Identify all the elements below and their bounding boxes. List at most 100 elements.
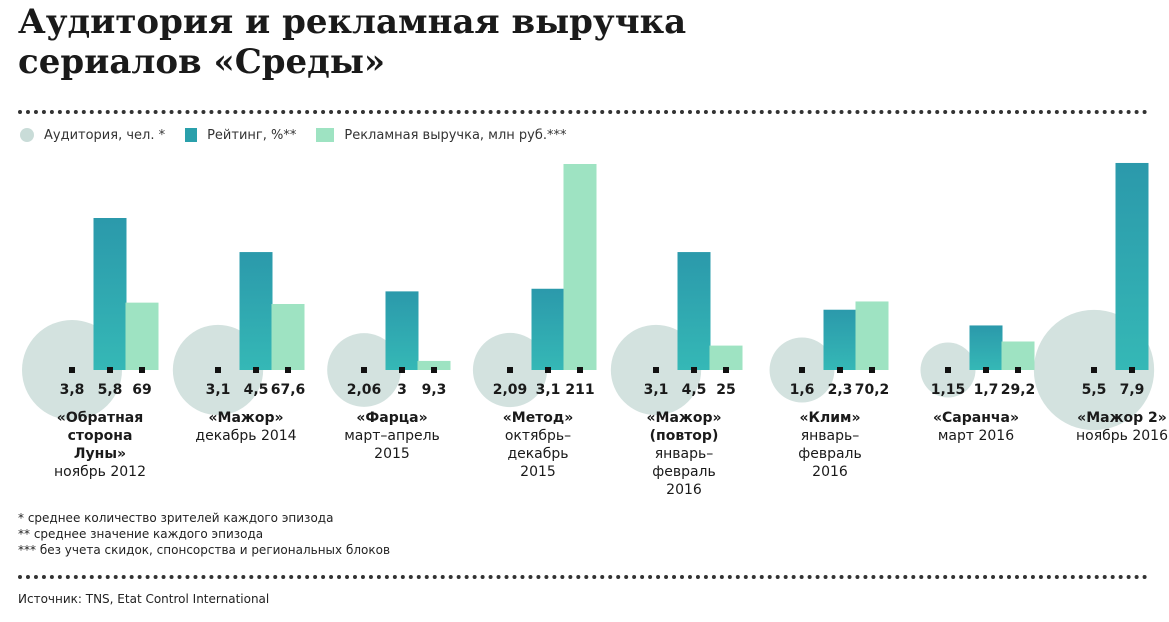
rating-bar (969, 325, 1003, 370)
legend-label-audience: Аудитория, чел. * (44, 127, 166, 143)
category-period: ноябрь 2012 (54, 464, 146, 480)
audience-swatch (20, 128, 34, 142)
value-marker (215, 367, 221, 373)
audience-value-label: 1,15 (931, 382, 966, 398)
rating-bar (239, 252, 273, 370)
revenue-value-label: 70,2 (855, 382, 890, 398)
revenue-swatch (316, 128, 335, 142)
value-marker (837, 367, 843, 373)
revenue-value-label: 29,2 (1001, 382, 1036, 398)
value-marker (723, 367, 729, 373)
chart-title-line-2: сериалов «Среды» (18, 42, 386, 82)
value-marker (399, 367, 405, 373)
rating-bar (1115, 162, 1149, 370)
category-name: «Клим» (799, 410, 860, 426)
value-marker (983, 367, 989, 373)
rating-bar (385, 291, 419, 370)
category-name: «Мажор» (646, 410, 721, 426)
rating-value-label: 5,8 (98, 382, 123, 398)
value-marker (507, 367, 513, 373)
value-marker (361, 367, 367, 373)
revenue-value-label: 25 (716, 382, 735, 398)
value-marker (285, 367, 291, 373)
value-marker (799, 367, 805, 373)
chart-title-line-1: Аудитория и рекламная выручка (18, 2, 687, 42)
revenue-bar (709, 345, 743, 370)
rating-swatch (185, 128, 198, 142)
revenue-bar (417, 360, 451, 370)
rating-value-label: 3 (397, 382, 407, 398)
rating-bar (823, 309, 857, 370)
category-period: ноябрь 2016 (1076, 428, 1168, 444)
value-marker (431, 367, 437, 373)
audience-value-label: 2,09 (493, 382, 528, 398)
chart-title: Аудитория и рекламная выручка сериалов «… (18, 2, 918, 82)
value-marker (69, 367, 75, 373)
rating-value-label: 4,5 (244, 382, 269, 398)
chart-plot-area: 3,8 5,8 69 «Обратная сторона Луны» ноябрь 2012… (22, 162, 1168, 498)
value-marker (545, 367, 551, 373)
audience-value-label: 1,6 (790, 382, 815, 398)
value-marker (107, 367, 113, 373)
rating-value-label: 3,1 (536, 382, 561, 398)
value-marker (869, 367, 875, 373)
revenue-value-label: 211 (565, 382, 594, 398)
audience-value-label: 3,8 (60, 382, 85, 398)
audience-value-label: 3,1 (644, 382, 669, 398)
category-period: март–апрель (344, 428, 440, 444)
legend-item-revenue: Рекламная выручка, млн руб.*** (316, 127, 567, 143)
category-name: Луны» (74, 446, 126, 462)
category-name: «Метод» (503, 410, 574, 426)
rating-bar (531, 288, 565, 370)
revenue-bar (855, 301, 889, 370)
category-period: 2015 (520, 464, 556, 480)
category-name: сторона (68, 428, 133, 444)
category-period: февраль (652, 464, 716, 480)
revenue-bar (563, 164, 597, 370)
value-marker (253, 367, 259, 373)
category-period: 2015 (374, 446, 410, 462)
category-name: «Мажор» (208, 410, 283, 426)
value-marker (945, 367, 951, 373)
legend-label-rating: Рейтинг, %** (207, 127, 297, 143)
value-marker (653, 367, 659, 373)
legend-item-rating: Рейтинг, %** (185, 128, 296, 143)
revenue-bar (125, 302, 159, 370)
category-period: февраль (798, 446, 862, 462)
category-period: декабрь 2014 (195, 428, 296, 444)
revenue-value-label: 67,6 (271, 382, 306, 398)
category-period: 2016 (812, 464, 848, 480)
category-period: январь– (655, 446, 714, 462)
category-period: декабрь (507, 446, 568, 462)
revenue-value-label: 69 (132, 382, 151, 398)
category-period: март 2016 (938, 428, 1014, 444)
footnote-2: ** среднее значение каждого эпизода (18, 527, 264, 541)
category-period: январь– (801, 428, 860, 444)
category-name: «Фарца» (356, 410, 427, 426)
rating-value-label: 2,3 (828, 382, 853, 398)
legend: Аудитория, чел. * Рейтинг, %** Рекламная… (20, 126, 587, 144)
rating-bar (93, 218, 127, 370)
category-period: октябрь– (505, 428, 571, 444)
rating-value-label: 1,7 (974, 382, 999, 398)
footnotes: * среднее количество зрителей каждого эп… (18, 510, 390, 558)
category-name: «Обратная (57, 410, 143, 426)
rating-bar (677, 252, 711, 370)
footnote-1: * среднее количество зрителей каждого эп… (18, 511, 334, 525)
revenue-value-label: 9,3 (422, 382, 447, 398)
legend-item-audience: Аудитория, чел. * (20, 128, 165, 143)
category-name: (повтор) (650, 428, 719, 444)
value-marker (691, 367, 697, 373)
value-marker (1091, 367, 1097, 373)
value-marker (1129, 367, 1135, 373)
value-marker (1015, 367, 1021, 373)
value-marker (577, 367, 583, 373)
revenue-bar (271, 304, 305, 370)
bottom-divider (18, 575, 1148, 579)
legend-label-revenue: Рекламная выручка, млн руб.*** (344, 127, 567, 143)
value-marker (139, 367, 145, 373)
audience-value-label: 5,5 (1082, 382, 1107, 398)
audience-value-label: 3,1 (206, 382, 231, 398)
source-note: Источник: TNS, Etat Control Internationa… (18, 592, 270, 606)
rating-value-label: 7,9 (1120, 382, 1145, 398)
